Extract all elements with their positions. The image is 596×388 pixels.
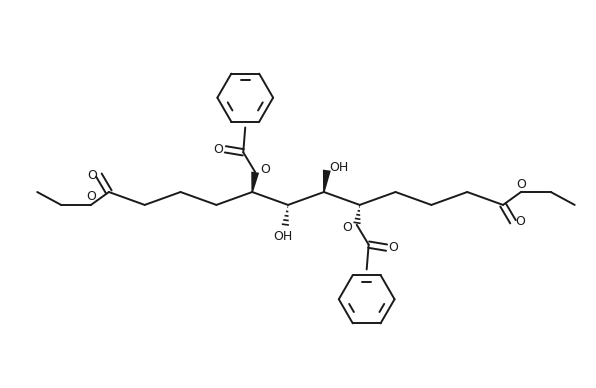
Polygon shape	[252, 171, 259, 192]
Text: O: O	[342, 221, 352, 234]
Text: O: O	[516, 178, 526, 191]
Text: OH: OH	[274, 230, 293, 243]
Text: O: O	[260, 163, 270, 176]
Text: O: O	[389, 241, 399, 254]
Text: O: O	[87, 169, 97, 182]
Text: O: O	[515, 215, 525, 228]
Text: O: O	[86, 191, 96, 203]
Polygon shape	[323, 170, 331, 192]
Text: OH: OH	[329, 161, 349, 174]
Text: O: O	[213, 143, 224, 156]
